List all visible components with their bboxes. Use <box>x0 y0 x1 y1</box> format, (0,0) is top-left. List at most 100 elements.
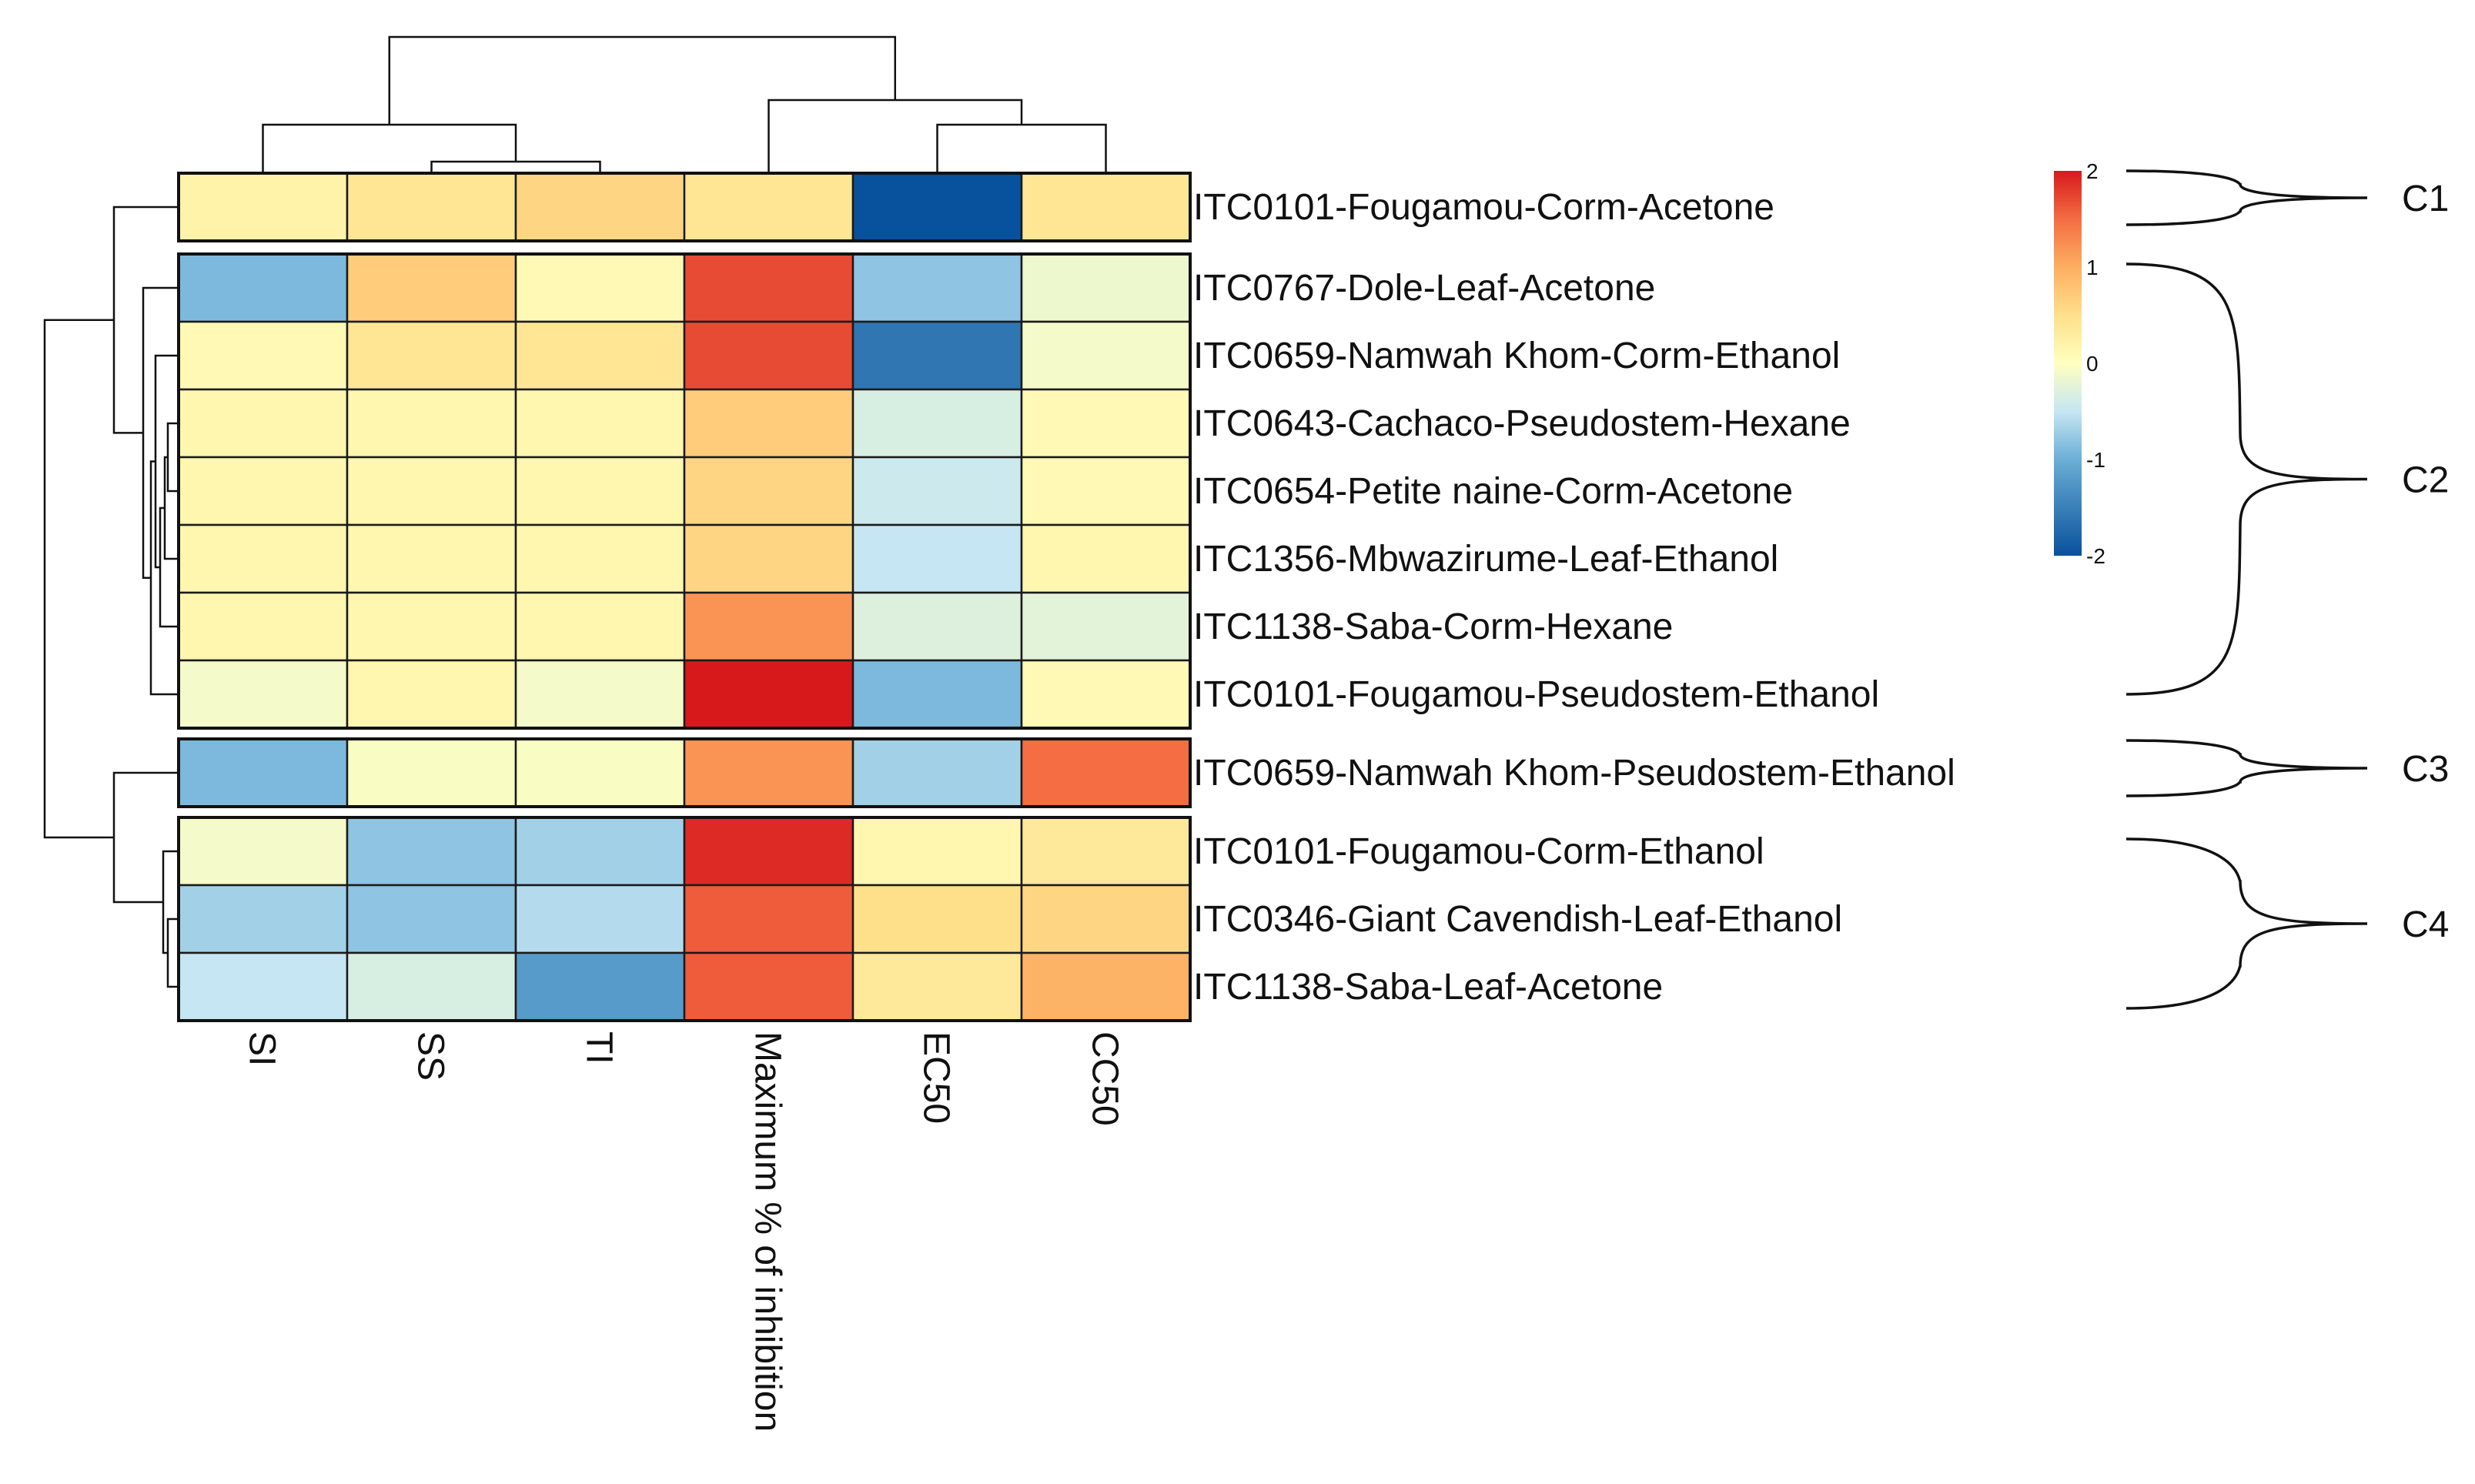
heatmap-cell <box>514 659 686 730</box>
heatmap-cell <box>514 252 686 323</box>
heatmap-cell <box>851 737 1023 808</box>
heatmap-cell <box>851 388 1023 459</box>
row-dendrogram-link <box>159 506 179 628</box>
cluster-brace <box>2125 169 2368 226</box>
row-label-itc0659-namwah-khom-corm-ethanol: ITC0659-Namwah Khom-Corm-Ethanol <box>1193 336 1840 376</box>
column-label-si: SI <box>242 1031 283 1066</box>
heatmap-cell <box>346 951 517 1022</box>
column-label-cc50: CC50 <box>1085 1031 1125 1126</box>
colorbar-tick-label: -2 <box>2086 544 2105 568</box>
heatmap-cells <box>177 172 1192 1022</box>
row-group-border <box>177 252 1192 730</box>
heatmap-cell <box>177 456 349 526</box>
heatmap-cell <box>1020 816 1192 887</box>
heatmap-cell <box>346 456 517 526</box>
heatmap-cell <box>1020 388 1192 459</box>
column-dendrogram-link <box>430 160 601 173</box>
column-labels: SI SS TI Maximum % of inhibition EC50 CC50 <box>242 1031 1125 1432</box>
row-label-itc0101-fougamou-corm-acetone: ITC0101-Fougamou-Corm-Acetone <box>1193 187 1774 228</box>
cluster-label-c1: C1 <box>2402 179 2449 219</box>
heatmap-cell <box>346 884 517 954</box>
heatmap-cell <box>514 816 686 887</box>
heatmap-cell <box>177 737 349 808</box>
cluster-brace <box>2125 739 2368 797</box>
column-dendrogram-link <box>388 35 896 125</box>
heatmap-cell <box>851 523 1023 594</box>
heatmap-cell <box>683 816 855 887</box>
heatmap-cell <box>346 388 517 459</box>
colorbar-tick-label: 0 <box>2086 352 2099 376</box>
row-label-itc1356-mbwazirume-leaf-ethanol: ITC1356-Mbwazirume-Leaf-Ethanol <box>1193 539 1778 580</box>
heatmap-cell <box>346 252 517 323</box>
heatmap-cell <box>514 951 686 1022</box>
heatmap-cell <box>514 523 686 594</box>
heatmap-cell <box>851 816 1023 887</box>
column-label-ec50: EC50 <box>916 1031 957 1124</box>
cluster-brace <box>2125 262 2368 696</box>
heatmap-cell <box>346 591 517 662</box>
heatmap-cell <box>1020 659 1192 730</box>
heatmap-cell <box>177 591 349 662</box>
heatmap-cell <box>177 252 349 323</box>
row-label-itc0346-giant-cavendish-leaf-ethanol: ITC0346-Giant Cavendish-Leaf-Ethanol <box>1193 899 1842 940</box>
row-dendrogram-link <box>112 771 179 904</box>
heatmap-cell <box>346 320 517 391</box>
heatmap-cell <box>683 456 855 526</box>
heatmap-cell <box>346 737 517 808</box>
heatmap-cell <box>346 659 517 730</box>
row-label-itc1138-saba-corm-hexane: ITC1138-Saba-Corm-Hexane <box>1193 607 1673 647</box>
heatmap-cell <box>1020 591 1192 662</box>
heatmap-cell <box>683 252 855 323</box>
heatmap-cell <box>177 320 349 391</box>
row-dendrogram-link <box>162 850 179 954</box>
heatmap-cell <box>1020 320 1192 391</box>
row-labels: ITC0101-Fougamou-Corm-Acetone ITC0767-Dol… <box>1193 187 1955 1008</box>
heatmap-cell <box>514 388 686 459</box>
heatmap-cell <box>851 659 1023 730</box>
heatmap-cell <box>177 816 349 887</box>
heatmap-cell <box>1020 456 1192 526</box>
heatmap-cell <box>177 951 349 1022</box>
cluster-label-c2: C2 <box>2402 460 2449 501</box>
heatmap-cell <box>1020 252 1192 323</box>
row-label-itc0643-cachaco-pseudostem-hexane: ITC0643-Cachaco-Pseudostem-Hexane <box>1193 403 1851 444</box>
column-dendrogram-link <box>262 123 517 173</box>
heatmap-cell <box>683 523 855 594</box>
heatmap-cell <box>514 172 686 242</box>
heatmap-cell <box>514 737 686 808</box>
heatmap-cell <box>1020 951 1192 1022</box>
heatmap-cell <box>683 737 855 808</box>
colorbar-tick-label: -1 <box>2086 448 2105 472</box>
heatmap-cell <box>177 172 349 242</box>
cluster-braces: C1 C2 C3 C4 <box>2125 169 2449 1010</box>
heatmap-cell <box>851 951 1023 1022</box>
heatmap-cell <box>1020 172 1192 242</box>
row-label-itc1138-saba-leaf-acetone: ITC1138-Saba-Leaf-Acetone <box>1193 967 1663 1008</box>
colorbar-tick-label: 2 <box>2086 159 2099 183</box>
cluster-label-c4: C4 <box>2402 904 2449 945</box>
heatmap-cell <box>683 388 855 459</box>
heatmap-cell <box>514 320 686 391</box>
heatmap-cell <box>851 884 1023 954</box>
heatmap-cell <box>851 591 1023 662</box>
heatmap-cell <box>683 659 855 730</box>
row-label-itc0101-fougamou-pseudostem-ethanol: ITC0101-Fougamou-Pseudostem-Ethanol <box>1193 674 1879 715</box>
column-label-maximum-of-inhibition: Maximum % of inhibition <box>748 1031 788 1432</box>
colorbar-tick-label: 1 <box>2086 256 2099 279</box>
column-label-ss: SS <box>410 1031 451 1081</box>
row-label-itc0654-petite-naine-corm-acetone: ITC0654-Petite naine-Corm-Acetone <box>1193 471 1793 512</box>
heatmap-cell <box>346 523 517 594</box>
heatmap-cell <box>683 884 855 954</box>
heatmap-cell <box>851 252 1023 323</box>
row-group-border <box>177 737 1192 808</box>
heatmap-cell <box>346 816 517 887</box>
heatmap-cell <box>514 884 686 954</box>
cluster-label-c3: C3 <box>2402 749 2449 790</box>
row-dendrogram-link <box>163 456 179 560</box>
heatmap-cell <box>1020 523 1192 594</box>
column-dendrogram-link <box>936 123 1107 173</box>
heatmap-cell <box>1020 737 1192 808</box>
heatmap-cell <box>1020 884 1192 954</box>
color-legend: 2 1 0 -1 -2 <box>2054 159 2105 568</box>
